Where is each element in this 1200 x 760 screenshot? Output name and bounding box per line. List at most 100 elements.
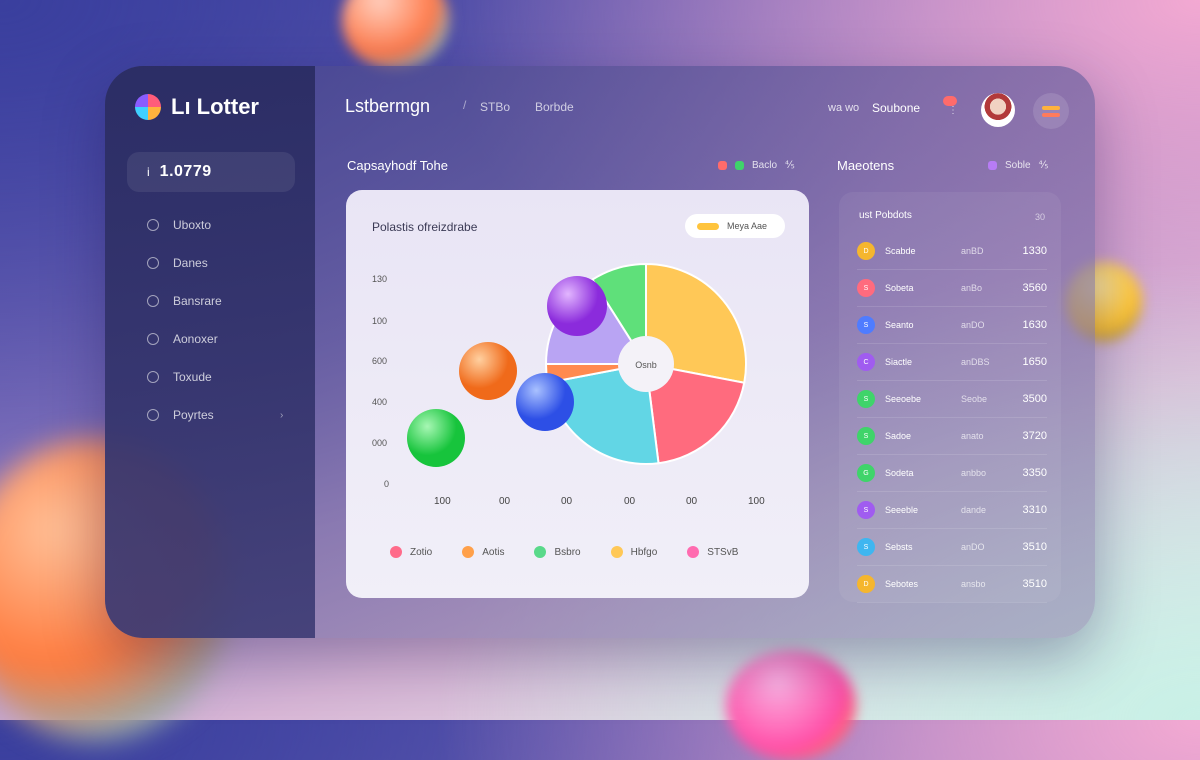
list-item[interactable]: S Sebsts anDO 3510 bbox=[857, 529, 1047, 566]
pie-center-hole bbox=[618, 336, 674, 392]
legend-item[interactable]: STSvB bbox=[687, 546, 738, 558]
legend-item[interactable]: Zotio bbox=[390, 546, 432, 558]
x-tick: 100 bbox=[434, 496, 451, 507]
sidebar-item-4[interactable]: Toxude bbox=[147, 358, 222, 396]
sidebar-item-2[interactable]: Bansrare bbox=[147, 282, 222, 320]
balance-counter[interactable]: i 1.0779 bbox=[127, 152, 295, 192]
legend-dot bbox=[390, 546, 402, 558]
list-item[interactable]: D Sebotes ansbo 3510 bbox=[857, 566, 1047, 603]
app-window: Lı Lotter i 1.0779 Uboxto Danes Bansrare… bbox=[105, 66, 1095, 638]
list-item-amount: 3510 bbox=[1022, 541, 1047, 553]
decor-ball-blue bbox=[516, 373, 574, 431]
list-badge: S bbox=[857, 538, 875, 556]
pie-slice[interactable] bbox=[644, 362, 746, 465]
breadcrumb-item[interactable]: Borbde bbox=[535, 100, 574, 114]
right-section-legend: Soble ⅘ bbox=[988, 160, 1048, 171]
topbar: Lstbermgn / STBo Borbde wa wo Soubone ⋮ bbox=[345, 93, 1075, 129]
legend-label: Aotis bbox=[482, 546, 505, 558]
breadcrumb-item[interactable]: STBo bbox=[480, 100, 511, 114]
topbar-link[interactable]: Soubone bbox=[872, 101, 921, 115]
pie-center-label: Osnb bbox=[635, 360, 657, 370]
legend-dot bbox=[610, 546, 623, 558]
list-item[interactable]: S Seeoebe Seobe 3500 bbox=[857, 381, 1047, 418]
x-tick: 00 bbox=[561, 496, 573, 507]
list-item-amount: 3500 bbox=[1022, 393, 1047, 405]
list-item[interactable]: S Seanto anDO 1630 bbox=[857, 307, 1047, 344]
chart-legend: Zotio Aotis Bsbro Hbfgo STSvB bbox=[390, 546, 738, 558]
page-title: Lstbermgn bbox=[345, 96, 431, 116]
list-item-name: Seanto bbox=[885, 320, 914, 330]
list-item[interactable]: S Seeeble dande 3310 bbox=[857, 492, 1047, 529]
right-legend-label: Soble bbox=[1005, 160, 1031, 171]
list-badge: C bbox=[857, 353, 875, 371]
list-item-amount: 3720 bbox=[1022, 430, 1047, 442]
list-item[interactable]: S Sadoe anato 3720 bbox=[857, 418, 1047, 455]
list-item[interactable]: D Scabde anBD 1330 bbox=[857, 233, 1047, 270]
sidebar-nav: Uboxto Danes Bansrare Aonoxer Toxude Poy… bbox=[147, 206, 283, 434]
pie-chart: Osnb bbox=[407, 262, 747, 467]
list-badge: S bbox=[857, 427, 875, 445]
legend-item[interactable]: Hbfgo bbox=[610, 546, 657, 558]
x-tick: 00 bbox=[499, 496, 511, 507]
menu-button[interactable] bbox=[1033, 93, 1069, 129]
list-badge: S bbox=[857, 316, 875, 334]
list-item-meta: anbbo bbox=[961, 468, 987, 478]
legend-dot bbox=[988, 161, 997, 170]
legend-dot bbox=[534, 546, 547, 558]
list-item-meta: anDO bbox=[961, 320, 985, 330]
list-item[interactable]: S Sobeta anBo 3560 bbox=[857, 270, 1047, 307]
list-item-amount: 3310 bbox=[1022, 504, 1047, 516]
sidebar-item-0[interactable]: Uboxto bbox=[147, 206, 222, 244]
pie-slice[interactable] bbox=[591, 262, 647, 368]
list-item-amount: 1330 bbox=[1022, 245, 1047, 257]
list-item-meta: anBo bbox=[961, 283, 983, 293]
list-item-amount: 3350 bbox=[1022, 467, 1047, 479]
sidebar-item-1[interactable]: Danes bbox=[147, 244, 222, 282]
list-badge: S bbox=[857, 390, 875, 408]
list-badge: D bbox=[857, 242, 875, 260]
section-legend: Baclo ⅘ bbox=[718, 160, 795, 171]
chart-filter-pill[interactable]: Meya Aae bbox=[685, 214, 785, 238]
y-tick: 130 bbox=[372, 274, 388, 284]
section-legend-extra: ⅘ bbox=[785, 160, 795, 171]
sidebar-item-label: Toxude bbox=[173, 370, 212, 384]
pill-color-swatch bbox=[697, 222, 719, 230]
nav-circle-icon bbox=[147, 409, 159, 421]
list-item-name: Sebotes bbox=[885, 579, 919, 589]
x-tick: 00 bbox=[624, 496, 636, 507]
list-header: ust Pobdots bbox=[859, 210, 912, 221]
x-tick: 00 bbox=[686, 496, 698, 507]
list-item[interactable]: C Siactle anDBS 1650 bbox=[857, 344, 1047, 381]
chevron-right-icon: › bbox=[280, 409, 284, 421]
right-section-title: Maeotens bbox=[837, 158, 895, 173]
list-item-name: Scabde bbox=[885, 246, 916, 256]
avatar[interactable] bbox=[981, 93, 1015, 127]
y-tick: 400 bbox=[372, 397, 388, 407]
sidebar-item-5[interactable]: Poyrtes › bbox=[147, 396, 283, 434]
decor-ball-purple bbox=[547, 276, 607, 336]
topbar-link[interactable]: wa wo bbox=[828, 102, 860, 114]
nav-circle-icon bbox=[147, 333, 159, 345]
list-item-meta: dande bbox=[961, 505, 987, 515]
list-item[interactable]: G Sodeta anbbo 3350 bbox=[857, 455, 1047, 492]
brand-name: Lı Lotter bbox=[171, 94, 259, 119]
notification-badge[interactable] bbox=[943, 96, 957, 106]
y-tick: 000 bbox=[372, 438, 388, 448]
x-tick: 100 bbox=[748, 496, 765, 507]
sidebar-item-3[interactable]: Aonoxer bbox=[147, 320, 222, 358]
y-tick: 100 bbox=[372, 316, 388, 326]
list-item-name: Sobeta bbox=[885, 283, 914, 293]
right-legend-extra: ⅘ bbox=[1038, 160, 1049, 171]
breadcrumb-separator: / bbox=[463, 98, 467, 112]
legend-item[interactable]: Bsbro bbox=[534, 546, 581, 558]
chart-card: Polastis ofreizdrabe Meya Aae 130 100 60… bbox=[346, 190, 809, 598]
nav-circle-icon bbox=[147, 295, 159, 307]
nav-circle-icon bbox=[147, 257, 159, 269]
brand[interactable]: Lı Lotter bbox=[135, 94, 259, 120]
legend-item[interactable]: Aotis bbox=[462, 546, 504, 558]
more-vertical-icon[interactable]: ⋮ bbox=[948, 105, 958, 116]
list-badge: S bbox=[857, 279, 875, 297]
sidebar-item-label: Aonoxer bbox=[173, 332, 218, 346]
list-header-right: 30 bbox=[1035, 212, 1046, 222]
sidebar-item-label: Uboxto bbox=[173, 218, 212, 232]
